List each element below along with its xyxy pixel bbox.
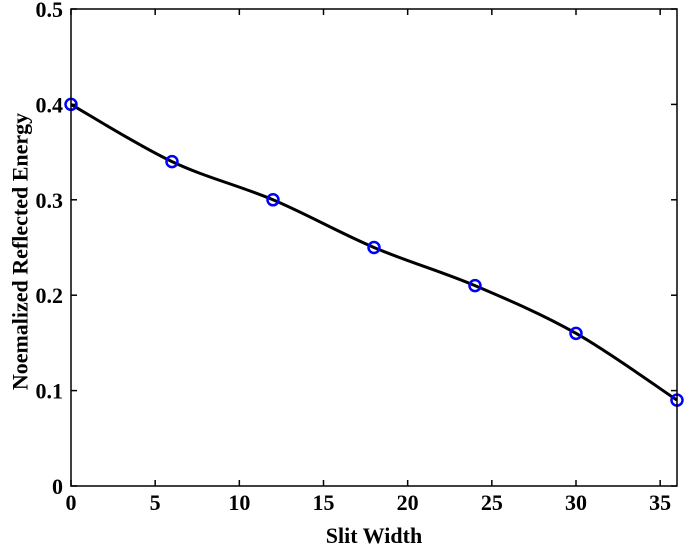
x-axis-title: Slit Width (326, 523, 422, 547)
x-tick-label: 20 (397, 490, 419, 515)
data-point (266, 193, 280, 207)
x-axis-ticks (70, 9, 661, 486)
y-tick-label: 0.2 (36, 283, 64, 308)
plot-frame (70, 8, 678, 487)
data-point (569, 326, 583, 341)
y-axis-title: Noemalized Reflected Energy (8, 113, 33, 390)
x-tick-label: 25 (481, 490, 503, 515)
series-line (70, 103, 678, 402)
data-point (367, 240, 381, 255)
x-axis-tick-labels: 0 5 10 15 20 25 30 35 (66, 490, 672, 515)
y-tick-label: 0.1 (36, 379, 64, 404)
y-tick-label: 0 (52, 474, 63, 499)
x-tick-label: 5 (150, 490, 161, 515)
x-tick-label: 15 (313, 490, 335, 515)
y-axis-tick-labels: 0 0.1 0.2 0.3 0.4 0.5 (36, 0, 64, 499)
x-tick-label: 30 (565, 490, 587, 515)
x-tick-label: 35 (649, 490, 671, 515)
data-point (468, 278, 482, 293)
y-tick-label: 0.3 (36, 188, 64, 213)
x-tick-label: 0 (66, 490, 77, 515)
y-tick-label: 0.4 (36, 92, 64, 117)
x-tick-label: 10 (228, 490, 250, 515)
y-tick-label: 0.5 (36, 0, 64, 22)
data-point (165, 154, 179, 169)
data-markers (64, 97, 684, 407)
